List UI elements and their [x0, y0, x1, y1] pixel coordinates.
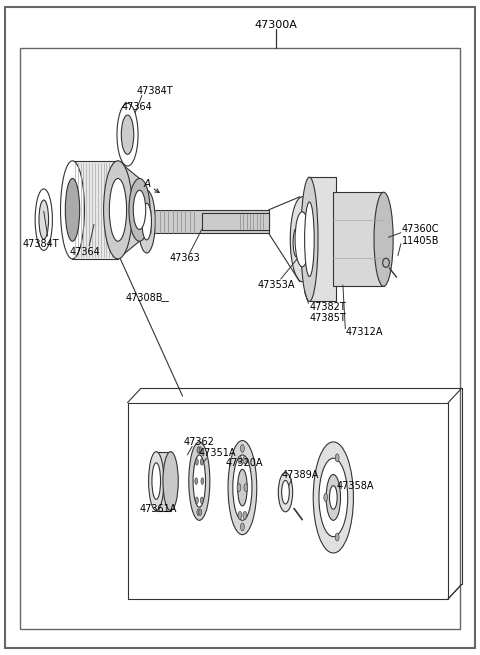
Text: 11405B: 11405B: [402, 236, 439, 246]
Bar: [72, 161, 118, 259]
Ellipse shape: [104, 161, 132, 259]
Ellipse shape: [244, 483, 248, 491]
Ellipse shape: [383, 258, 389, 267]
Ellipse shape: [228, 441, 257, 534]
Ellipse shape: [335, 533, 339, 541]
Text: 47382T: 47382T: [310, 301, 346, 312]
Ellipse shape: [326, 475, 340, 520]
Ellipse shape: [243, 456, 247, 464]
Text: A: A: [143, 179, 150, 189]
Ellipse shape: [60, 161, 84, 259]
Ellipse shape: [293, 228, 300, 257]
Ellipse shape: [233, 455, 252, 520]
Text: 47312A: 47312A: [345, 327, 383, 337]
Ellipse shape: [193, 455, 205, 507]
Ellipse shape: [329, 485, 337, 509]
Ellipse shape: [109, 178, 127, 241]
Text: 47361A: 47361A: [140, 504, 177, 514]
Ellipse shape: [291, 219, 302, 265]
Ellipse shape: [290, 196, 314, 282]
Ellipse shape: [335, 454, 339, 462]
Ellipse shape: [319, 458, 348, 536]
Bar: [144, 210, 269, 233]
Ellipse shape: [117, 103, 138, 166]
Ellipse shape: [295, 212, 310, 267]
Ellipse shape: [200, 458, 203, 465]
Bar: [333, 192, 384, 286]
Ellipse shape: [238, 512, 242, 519]
Ellipse shape: [138, 190, 156, 253]
Ellipse shape: [189, 442, 210, 520]
Ellipse shape: [201, 478, 204, 484]
Ellipse shape: [301, 177, 318, 301]
Text: 47358A: 47358A: [336, 481, 373, 491]
Text: 47364: 47364: [122, 102, 153, 111]
Text: 47308B: 47308B: [126, 293, 163, 303]
Ellipse shape: [129, 178, 150, 241]
Polygon shape: [310, 177, 336, 301]
Ellipse shape: [163, 452, 178, 510]
Ellipse shape: [238, 456, 242, 464]
Text: 47385T: 47385T: [310, 312, 346, 323]
Text: 47351A: 47351A: [199, 448, 236, 458]
Ellipse shape: [65, 178, 80, 241]
Ellipse shape: [121, 115, 134, 155]
Text: 47363: 47363: [169, 253, 200, 263]
Polygon shape: [118, 161, 140, 259]
Text: 47364: 47364: [70, 247, 101, 257]
Ellipse shape: [282, 481, 289, 504]
Ellipse shape: [324, 493, 327, 501]
Ellipse shape: [197, 447, 200, 453]
Text: 47389A: 47389A: [281, 470, 319, 479]
Ellipse shape: [238, 470, 247, 506]
Text: 47384T: 47384T: [136, 86, 173, 96]
Text: 47384T: 47384T: [22, 240, 59, 250]
Text: 47353A: 47353A: [257, 280, 295, 290]
Ellipse shape: [195, 458, 198, 465]
Text: 47320A: 47320A: [226, 458, 264, 468]
Ellipse shape: [35, 189, 52, 250]
Ellipse shape: [200, 497, 203, 504]
Text: 47362: 47362: [184, 437, 215, 447]
Ellipse shape: [195, 478, 198, 484]
Ellipse shape: [152, 463, 160, 499]
Ellipse shape: [199, 447, 202, 453]
Ellipse shape: [149, 452, 164, 510]
Ellipse shape: [195, 497, 198, 504]
Ellipse shape: [240, 445, 244, 453]
Ellipse shape: [133, 190, 146, 229]
Bar: [202, 214, 269, 230]
Ellipse shape: [374, 192, 393, 286]
Text: 47360C: 47360C: [402, 225, 439, 234]
Bar: [156, 452, 170, 510]
Ellipse shape: [142, 203, 152, 240]
Text: 47300A: 47300A: [254, 20, 297, 30]
Ellipse shape: [199, 509, 202, 515]
Ellipse shape: [39, 200, 48, 239]
Ellipse shape: [305, 202, 314, 276]
Ellipse shape: [313, 442, 353, 553]
Ellipse shape: [243, 512, 247, 519]
Ellipse shape: [240, 523, 244, 531]
Ellipse shape: [237, 483, 241, 491]
Bar: [20, 48, 460, 629]
Ellipse shape: [278, 473, 293, 512]
Ellipse shape: [197, 509, 200, 515]
